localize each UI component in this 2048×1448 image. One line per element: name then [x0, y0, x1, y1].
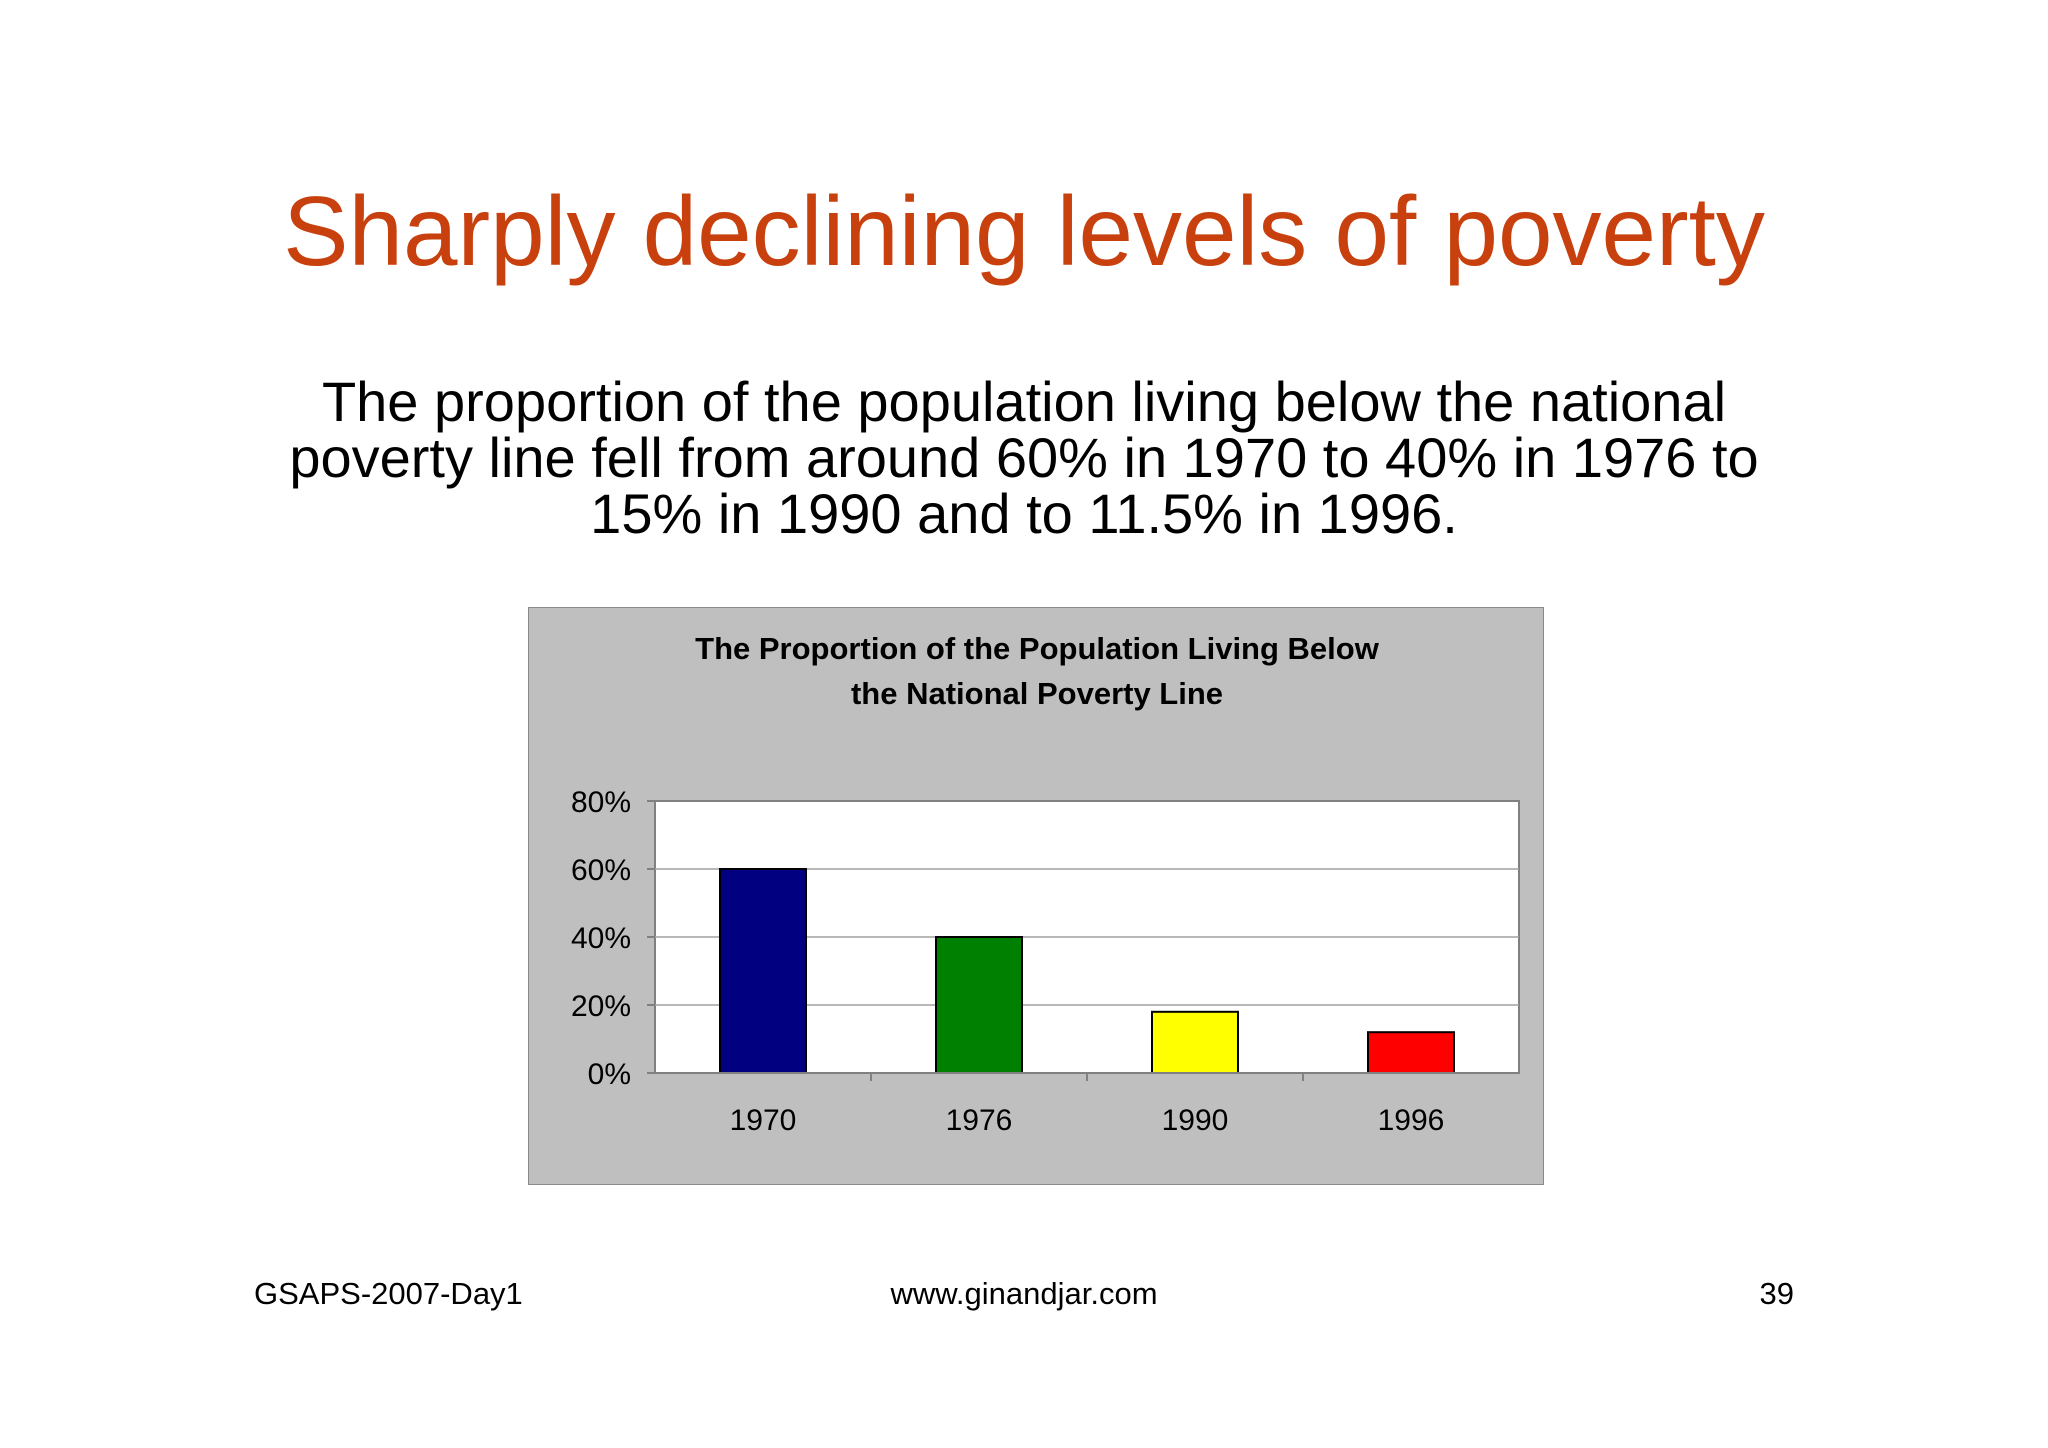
- poverty-chart: The Proportion of the Population Living …: [528, 607, 1544, 1185]
- plot-area: 0% 20% 40% 60% 80% 1970 1976 1990 1996: [571, 786, 1520, 1137]
- bar-1976: [935, 936, 1023, 1074]
- x-tick-label: 1990: [1162, 1104, 1229, 1137]
- bar-1996: [1367, 1031, 1455, 1075]
- bar-1990: [1151, 1010, 1239, 1074]
- y-tick-label: 40%: [571, 922, 631, 955]
- body-line-3: 15% in 1990 and to 11.5% in 1996.: [590, 482, 1458, 545]
- y-tick-label: 20%: [571, 990, 631, 1023]
- x-tick-label: 1976: [946, 1104, 1013, 1137]
- footer-presentation-id: GSAPS-2007-Day1: [254, 1276, 523, 1311]
- x-tick-label: 1996: [1378, 1104, 1445, 1137]
- chart-title-line-2: the National Poverty Line: [851, 676, 1223, 711]
- y-tick-label: 0%: [588, 1058, 631, 1091]
- bar-1970: [719, 868, 807, 1074]
- x-tick-label: 1970: [730, 1104, 797, 1137]
- y-tick-label: 60%: [571, 854, 631, 887]
- body-line-1: The proportion of the population living …: [321, 370, 1727, 433]
- slide-title: Sharply declining levels of poverty: [283, 176, 1765, 286]
- y-tick-label: 80%: [571, 786, 631, 819]
- body-line-2: poverty line fell from around 60% in 197…: [289, 426, 1759, 489]
- chart-title-line-1: The Proportion of the Population Living …: [695, 631, 1380, 666]
- footer-website: www.ginandjar.com: [890, 1276, 1158, 1311]
- footer-page-number: 39: [1759, 1276, 1794, 1311]
- poverty-chart-svg: The Proportion of the Population Living …: [571, 631, 1520, 1137]
- slide-body-text: The proportion of the population living …: [224, 374, 1824, 542]
